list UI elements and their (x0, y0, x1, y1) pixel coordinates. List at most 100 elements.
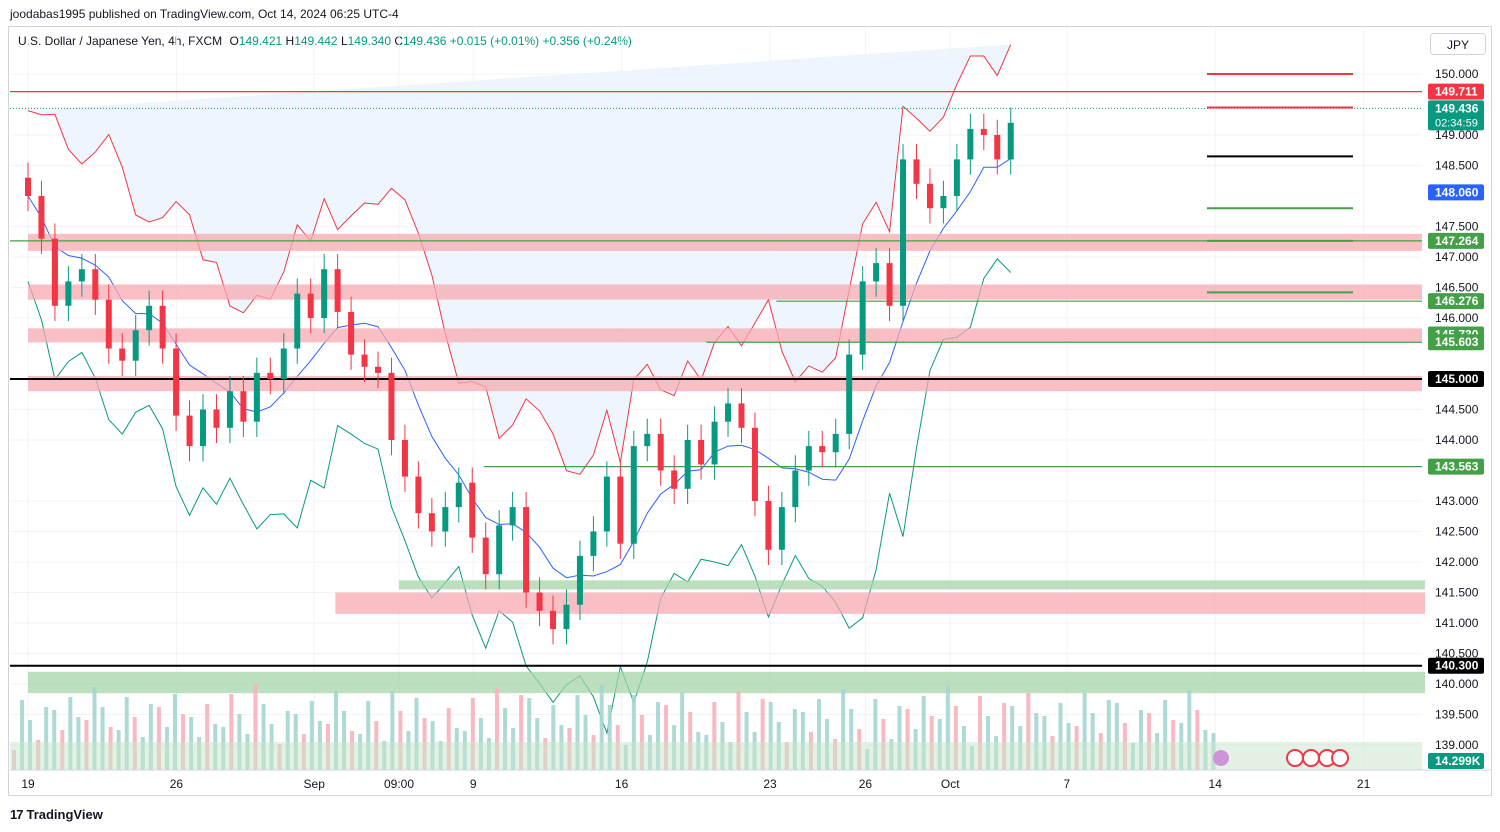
candle-body (375, 366, 382, 373)
candle-body (900, 159, 907, 306)
candle-body (65, 281, 72, 306)
price-tick-label: 142.500 (1435, 525, 1479, 539)
price-badge-2 (1428, 184, 1484, 201)
candle-body (657, 433, 664, 471)
price-badge-text: 143.563 (1435, 460, 1479, 474)
volume-bar (551, 705, 556, 770)
volume-bar (1090, 713, 1095, 770)
tradingview-brand: 17 TradingView (10, 807, 103, 822)
brand-label: TradingView (26, 807, 103, 822)
volume-bar (124, 697, 129, 770)
price-tick-label: 149.000 (1435, 128, 1479, 142)
candle-body (280, 348, 287, 379)
price-tick-label: 139.000 (1435, 738, 1479, 752)
volume-bar (334, 691, 338, 770)
volume-bar (1139, 710, 1143, 770)
time-tick-label: 21 (1357, 777, 1371, 791)
price-badge-10 (1428, 753, 1484, 769)
volume-bar (1010, 706, 1015, 770)
volume-bar (978, 696, 982, 770)
volume-bar (849, 709, 854, 770)
volume-bar (599, 685, 604, 770)
change-value: +0.015 (+0.01%) (449, 34, 540, 48)
candle-body (738, 403, 745, 428)
candle-body (200, 409, 207, 447)
price-badge-6 (1428, 334, 1484, 351)
price-axis: 150.000 149.000 148.500 147.500 147.000 146.5… (1428, 67, 1484, 769)
price-tick-label: 143.000 (1435, 494, 1479, 508)
candle-body (38, 196, 45, 239)
time-tick-label: 19 (21, 777, 35, 791)
candle-body (644, 433, 651, 447)
volume-bar (656, 702, 660, 770)
volume-bar (1058, 703, 1063, 770)
volume-bar (173, 694, 177, 770)
volume-bar (1026, 693, 1031, 770)
volume-bar (768, 702, 773, 770)
candle-body (509, 507, 516, 526)
candle-body (563, 604, 570, 630)
volume-bar (285, 711, 290, 770)
volume-bar (897, 706, 902, 770)
candle-body (792, 470, 799, 508)
volume-bar (664, 705, 669, 770)
price-tick-label: 141.500 (1435, 586, 1479, 600)
price-tick-label: 141.000 (1435, 616, 1479, 630)
time-tick-label: Sep (304, 777, 326, 791)
volume-bar (229, 694, 234, 770)
volume-bar (1002, 703, 1007, 770)
candle-body (321, 269, 328, 318)
change-value-2: +0.356 (+0.24%) (542, 34, 632, 48)
volume-bar (817, 699, 821, 770)
candle-body (78, 269, 85, 282)
time-tick-label: 7 (1063, 777, 1070, 791)
volume-bar (519, 695, 524, 770)
volume-bar (873, 699, 878, 770)
volume-bar (760, 699, 765, 770)
volume-bar (1163, 700, 1168, 770)
time-tick-label: 16 (615, 777, 629, 791)
volume-bar (945, 686, 950, 770)
volume-bar (680, 692, 685, 770)
volume-bar (953, 706, 958, 770)
volume-bar (1034, 713, 1039, 770)
volume-bar (841, 689, 846, 770)
time-tick-label: 14 (1209, 777, 1223, 791)
lightning-icon (1213, 750, 1229, 766)
candle-body (953, 159, 960, 196)
candle-body (334, 269, 341, 312)
volume-bar (253, 684, 258, 770)
low-value: 149.340 (347, 34, 392, 48)
volume-bar (1106, 700, 1111, 770)
bollinger-fill (28, 44, 1011, 475)
volume-bar (712, 702, 717, 770)
candle-body (401, 440, 408, 477)
price-tick-label: 144.500 (1435, 403, 1479, 417)
candle-body (307, 293, 314, 318)
volume-bar (342, 711, 347, 770)
volume-bar (1082, 693, 1087, 770)
candle-body (428, 513, 435, 532)
volume-bar (527, 698, 532, 770)
time-tick-label: 26 (170, 777, 184, 791)
candle-body (1007, 122, 1014, 160)
time-tick-label: 26 (859, 777, 873, 791)
bollinger-lower (27, 258, 1012, 735)
candle-body (469, 482, 476, 538)
candle-body (92, 269, 99, 300)
price-badge-4 (1428, 293, 1484, 310)
price-badge-0 (1428, 83, 1484, 100)
candle-body (119, 348, 126, 361)
currency-button[interactable]: JPY (1430, 33, 1486, 55)
symbol-name[interactable]: U.S. Dollar / Japanese Yen, 4h, FXCM (18, 34, 223, 48)
volume-base-band (10, 742, 1422, 770)
price-badge-text: 146.276 (1435, 294, 1479, 308)
candle-body (617, 476, 624, 544)
candle-body (240, 391, 247, 422)
time-tick-label: Oct (941, 777, 960, 791)
price-badge-8 (1428, 458, 1484, 475)
zone-green-6 (28, 671, 1425, 694)
volume-bar (398, 711, 403, 770)
candle-body (415, 476, 422, 514)
